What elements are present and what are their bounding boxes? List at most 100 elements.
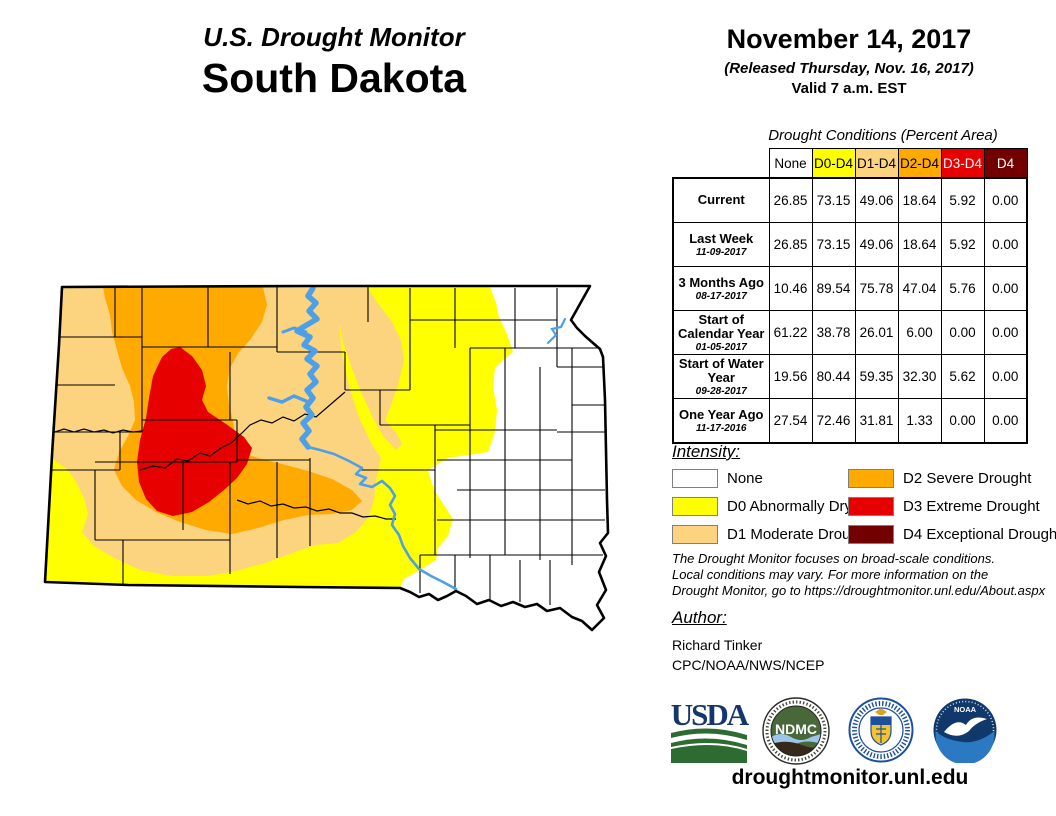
table-row: Start of Water Year 09-28-2017 19.56 80.4… [672, 354, 1028, 399]
col-header-d4: D4 [983, 148, 1028, 179]
cell-value: 38.78 [811, 310, 856, 355]
release-date: (Released Thursday, Nov. 16, 2017) [724, 60, 974, 77]
row-date: 11-17-2016 [696, 422, 747, 434]
cell-value: 1.33 [897, 398, 942, 444]
cell-value: 75.78 [854, 266, 899, 311]
legend-swatch-d2 [848, 469, 894, 488]
row-label: Start of Water Year [678, 355, 764, 385]
col-header-d0d4: D0-D4 [811, 148, 856, 179]
cell-value: 0.00 [983, 177, 1028, 223]
legend-item-d2: D2 Severe Drought [848, 469, 1031, 488]
legend-label: D0 Abnormally Dry [727, 498, 853, 515]
usda-logo: USDA [671, 697, 750, 763]
row-date: 01-05-2017 [695, 341, 747, 353]
cell-value: 0.00 [940, 310, 985, 355]
col-header-none: None [768, 148, 813, 179]
legend-swatch-d4 [848, 525, 894, 544]
row-date: 09-28-2017 [695, 385, 747, 397]
legend-label: D4 Exceptional Drought [903, 526, 1056, 543]
disclaimer-line: Local conditions may vary. For more info… [672, 567, 989, 582]
legend-item-d3: D3 Extreme Drought [848, 497, 1040, 516]
lake-oahe [294, 286, 320, 450]
legend-swatch-d0 [672, 497, 718, 516]
table-caption: Drought Conditions (Percent Area) [768, 127, 998, 144]
cell-value: 5.76 [940, 266, 985, 311]
moreau-river-arm [281, 326, 308, 334]
cell-value: 0.00 [983, 310, 1028, 355]
state-outline [43, 284, 610, 632]
cell-value: 26.85 [768, 177, 813, 223]
northeast-river [546, 317, 567, 345]
cell-value: 6.00 [897, 310, 942, 355]
author-block: Author: Richard Tinker CPC/NOAA/NWS/NCEP [672, 608, 824, 673]
row-date: 08-17-2017 [695, 290, 747, 302]
cell-value: 47.04 [897, 266, 942, 311]
row-label: One Year Ago [678, 406, 764, 422]
row-date: 11-09-2017 [696, 246, 747, 258]
legend-swatch-d1 [672, 525, 718, 544]
noaa-logo: NOAA [933, 698, 997, 763]
missouri-river [306, 445, 458, 591]
cell-value: 26.01 [854, 310, 899, 355]
title-block: U.S. Drought Monitor South Dakota [60, 22, 608, 102]
author-name: Richard Tinker [672, 637, 763, 653]
cell-value: 61.22 [768, 310, 813, 355]
legend-label: D3 Extreme Drought [903, 498, 1040, 515]
svg-text:USDA: USDA [671, 697, 750, 732]
cell-value: 0.00 [983, 398, 1028, 444]
table-row: Last Week 11-09-2017 26.85 73.15 49.06 18… [672, 222, 1028, 267]
logo-row: USDA NDMC [668, 697, 1028, 767]
cell-value: 5.92 [940, 222, 985, 267]
cell-value: 5.92 [940, 177, 985, 223]
cell-value: 89.54 [811, 266, 856, 311]
cell-value: 73.15 [811, 177, 856, 223]
table-row: Current 26.85 73.15 49.06 18.64 5.92 0.0… [672, 177, 1028, 223]
table-row: 3 Months Ago 08-17-2017 10.46 89.54 75.78… [672, 266, 1028, 311]
cell-value: 27.54 [768, 398, 813, 444]
author-organization: CPC/NOAA/NWS/NCEP [672, 657, 825, 673]
table-header-blank [673, 148, 769, 178]
ndmc-logo: NDMC [762, 697, 830, 765]
cell-value: 49.06 [854, 177, 899, 223]
row-label: Start of Calendar Year [678, 311, 765, 341]
map-date: November 14, 2017 [726, 24, 972, 54]
drought-region-d3 [137, 347, 252, 516]
cell-value: 5.62 [940, 354, 985, 399]
cell-value: 18.64 [897, 222, 942, 267]
drought-conditions-table: None D0-D4 D1-D4 D2-D4 D3-D4 D4 Current … [672, 148, 1028, 444]
site-url: droughtmonitor.unl.edu [731, 766, 969, 789]
disclaimer-text: The Drought Monitor focuses on broad-sca… [672, 551, 1052, 599]
cell-value: 0.00 [983, 354, 1028, 399]
legend-swatch-d3 [848, 497, 894, 516]
cell-value: 18.64 [897, 177, 942, 223]
legend-swatch-none [672, 469, 718, 488]
cell-value: 80.44 [811, 354, 856, 399]
cell-value: 0.00 [983, 222, 1028, 267]
table-row: Start of Calendar Year 01-05-2017 61.22 3… [672, 310, 1028, 355]
col-header-d1d4: D1-D4 [854, 148, 899, 179]
cell-value: 19.56 [768, 354, 813, 399]
county-river-boundaries [45, 391, 396, 520]
cell-value: 31.81 [854, 398, 899, 444]
state-name-title: South Dakota [201, 55, 467, 101]
cheyenne-river-arm [267, 394, 308, 404]
svg-text:NDMC: NDMC [775, 721, 817, 737]
row-label: Current [697, 192, 745, 207]
table-header-row: None D0-D4 D1-D4 D2-D4 D3-D4 D4 [673, 148, 1028, 179]
cell-value: 0.00 [940, 398, 985, 444]
cell-value: 59.35 [854, 354, 899, 399]
report-title: U.S. Drought Monitor [203, 22, 465, 52]
col-header-d2d4: D2-D4 [897, 148, 942, 179]
legend-label: D2 Severe Drought [903, 470, 1032, 487]
valid-time: Valid 7 a.m. EST [791, 80, 907, 97]
row-label: 3 Months Ago [678, 274, 764, 290]
cell-value: 73.15 [811, 222, 856, 267]
cell-value: 10.46 [768, 266, 813, 311]
legend-label: None [727, 470, 763, 487]
legend-item-d1: D1 Moderate Drought [672, 525, 871, 544]
author-heading: Author: [672, 608, 727, 627]
svg-text:NOAA: NOAA [954, 705, 977, 714]
legend-item-d0: D0 Abnormally Dry [672, 497, 852, 516]
cell-value: 49.06 [854, 222, 899, 267]
col-header-d3d4: D3-D4 [940, 148, 985, 179]
